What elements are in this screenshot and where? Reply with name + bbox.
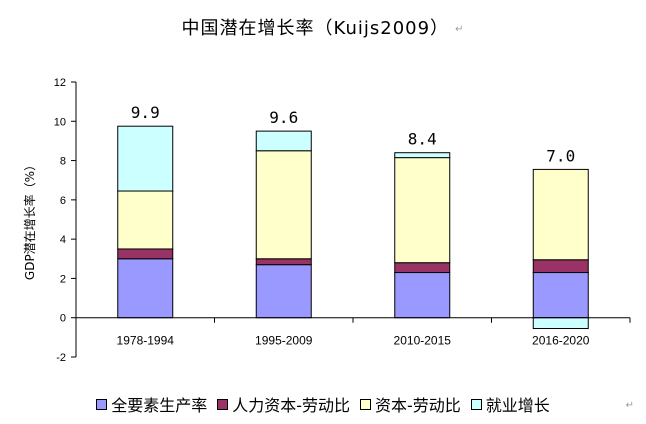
bar-segment bbox=[394, 272, 451, 319]
bar-segment bbox=[532, 259, 589, 274]
y-tick-label: 8 bbox=[60, 156, 66, 168]
x-tick-label: 2010-2015 bbox=[394, 334, 452, 348]
bars bbox=[117, 125, 589, 330]
legend-item: 就业增长 bbox=[470, 392, 550, 416]
legend-swatch bbox=[217, 398, 229, 410]
y-tick-label: 0 bbox=[60, 313, 66, 325]
bar-segment bbox=[255, 150, 312, 260]
bar-segment bbox=[394, 262, 451, 274]
bar-segment bbox=[394, 157, 451, 264]
legend-label: 全要素生产率 bbox=[111, 396, 208, 415]
legend-item: 人力资本-劳动比 bbox=[217, 392, 350, 416]
chart-title: 中国潜在增长率（Kuijs2009） ↵ bbox=[0, 14, 646, 40]
x-tick-label: 1995-2009 bbox=[255, 334, 313, 348]
y-axis-label: GDP潜在增长率（%） bbox=[22, 159, 37, 280]
data-labels: 9.9 9.6 8.4 7.0 bbox=[131, 103, 575, 165]
y-tick-label: 10 bbox=[54, 116, 66, 128]
legend: 全要素生产率 人力资本-劳动比 资本-劳动比 就业增长 bbox=[0, 392, 646, 416]
y-tick-label: 12 bbox=[54, 77, 66, 89]
legend-item: 全要素生产率 bbox=[96, 392, 207, 416]
y-tick-label: 6 bbox=[60, 195, 66, 207]
legend-swatch bbox=[470, 398, 482, 410]
y-axis: -2 0 2 4 6 8 10 12 bbox=[54, 77, 77, 364]
bar-segment bbox=[255, 258, 312, 266]
x-axis: 1978-1994 1995-2009 2010-2015 2016-2020 bbox=[75, 317, 631, 348]
bar-segment bbox=[117, 190, 174, 250]
y-tick-label: 2 bbox=[60, 273, 66, 285]
bar-segment bbox=[394, 152, 451, 159]
legend-swatch bbox=[360, 398, 371, 410]
total-data-label: 9.9 bbox=[131, 103, 160, 122]
x-tick-label: 1978-1994 bbox=[117, 334, 175, 348]
bar-segment bbox=[255, 130, 312, 152]
legend-swatch bbox=[96, 398, 108, 410]
y-tick-label: 4 bbox=[60, 234, 66, 246]
bar-segment bbox=[532, 317, 589, 330]
bar-segment bbox=[532, 272, 589, 319]
total-data-label: 9.6 bbox=[269, 108, 298, 127]
bar-segment bbox=[117, 125, 174, 192]
legend-label: 人力资本-劳动比 bbox=[232, 396, 350, 415]
paragraph-mark-icon: ↵ bbox=[455, 23, 465, 35]
paragraph-mark-end-icon: ↵ bbox=[625, 400, 634, 411]
legend-label: 资本-劳动比 bbox=[375, 396, 461, 415]
bar-chart: -2 0 2 4 6 8 10 12 1978-1994 1995-2009 2010-2015 2… bbox=[22, 77, 631, 364]
bar-segment bbox=[117, 258, 174, 319]
total-data-label: 7.0 bbox=[546, 146, 575, 165]
bar-segment bbox=[532, 168, 589, 261]
x-tick-label: 2016-2020 bbox=[532, 334, 590, 348]
legend-item: 资本-劳动比 bbox=[360, 392, 461, 416]
total-data-label: 8.4 bbox=[408, 130, 437, 149]
y-tick-label: -2 bbox=[56, 352, 66, 364]
chart-title-text: 中国潜在增长率（Kuijs2009） bbox=[181, 18, 450, 39]
bar-segment bbox=[255, 264, 312, 319]
bar-segment bbox=[117, 248, 174, 260]
legend-label: 就业增长 bbox=[485, 396, 550, 415]
